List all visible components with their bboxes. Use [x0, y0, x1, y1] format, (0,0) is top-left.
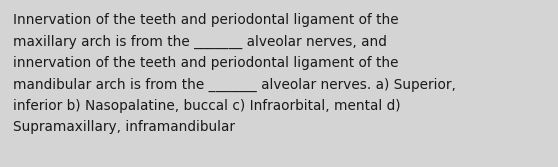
Text: innervation of the teeth and periodontal ligament of the: innervation of the teeth and periodontal… — [13, 56, 398, 70]
Text: maxillary arch is from the _______ alveolar nerves, and: maxillary arch is from the _______ alveo… — [13, 35, 387, 49]
Text: Supramaxillary, inframandibular: Supramaxillary, inframandibular — [13, 121, 235, 134]
Text: inferior b) Nasopalatine, buccal c) Infraorbital, mental d): inferior b) Nasopalatine, buccal c) Infr… — [13, 99, 401, 113]
Text: mandibular arch is from the _______ alveolar nerves. a) Superior,: mandibular arch is from the _______ alve… — [13, 77, 456, 92]
Text: Innervation of the teeth and periodontal ligament of the: Innervation of the teeth and periodontal… — [13, 13, 398, 27]
